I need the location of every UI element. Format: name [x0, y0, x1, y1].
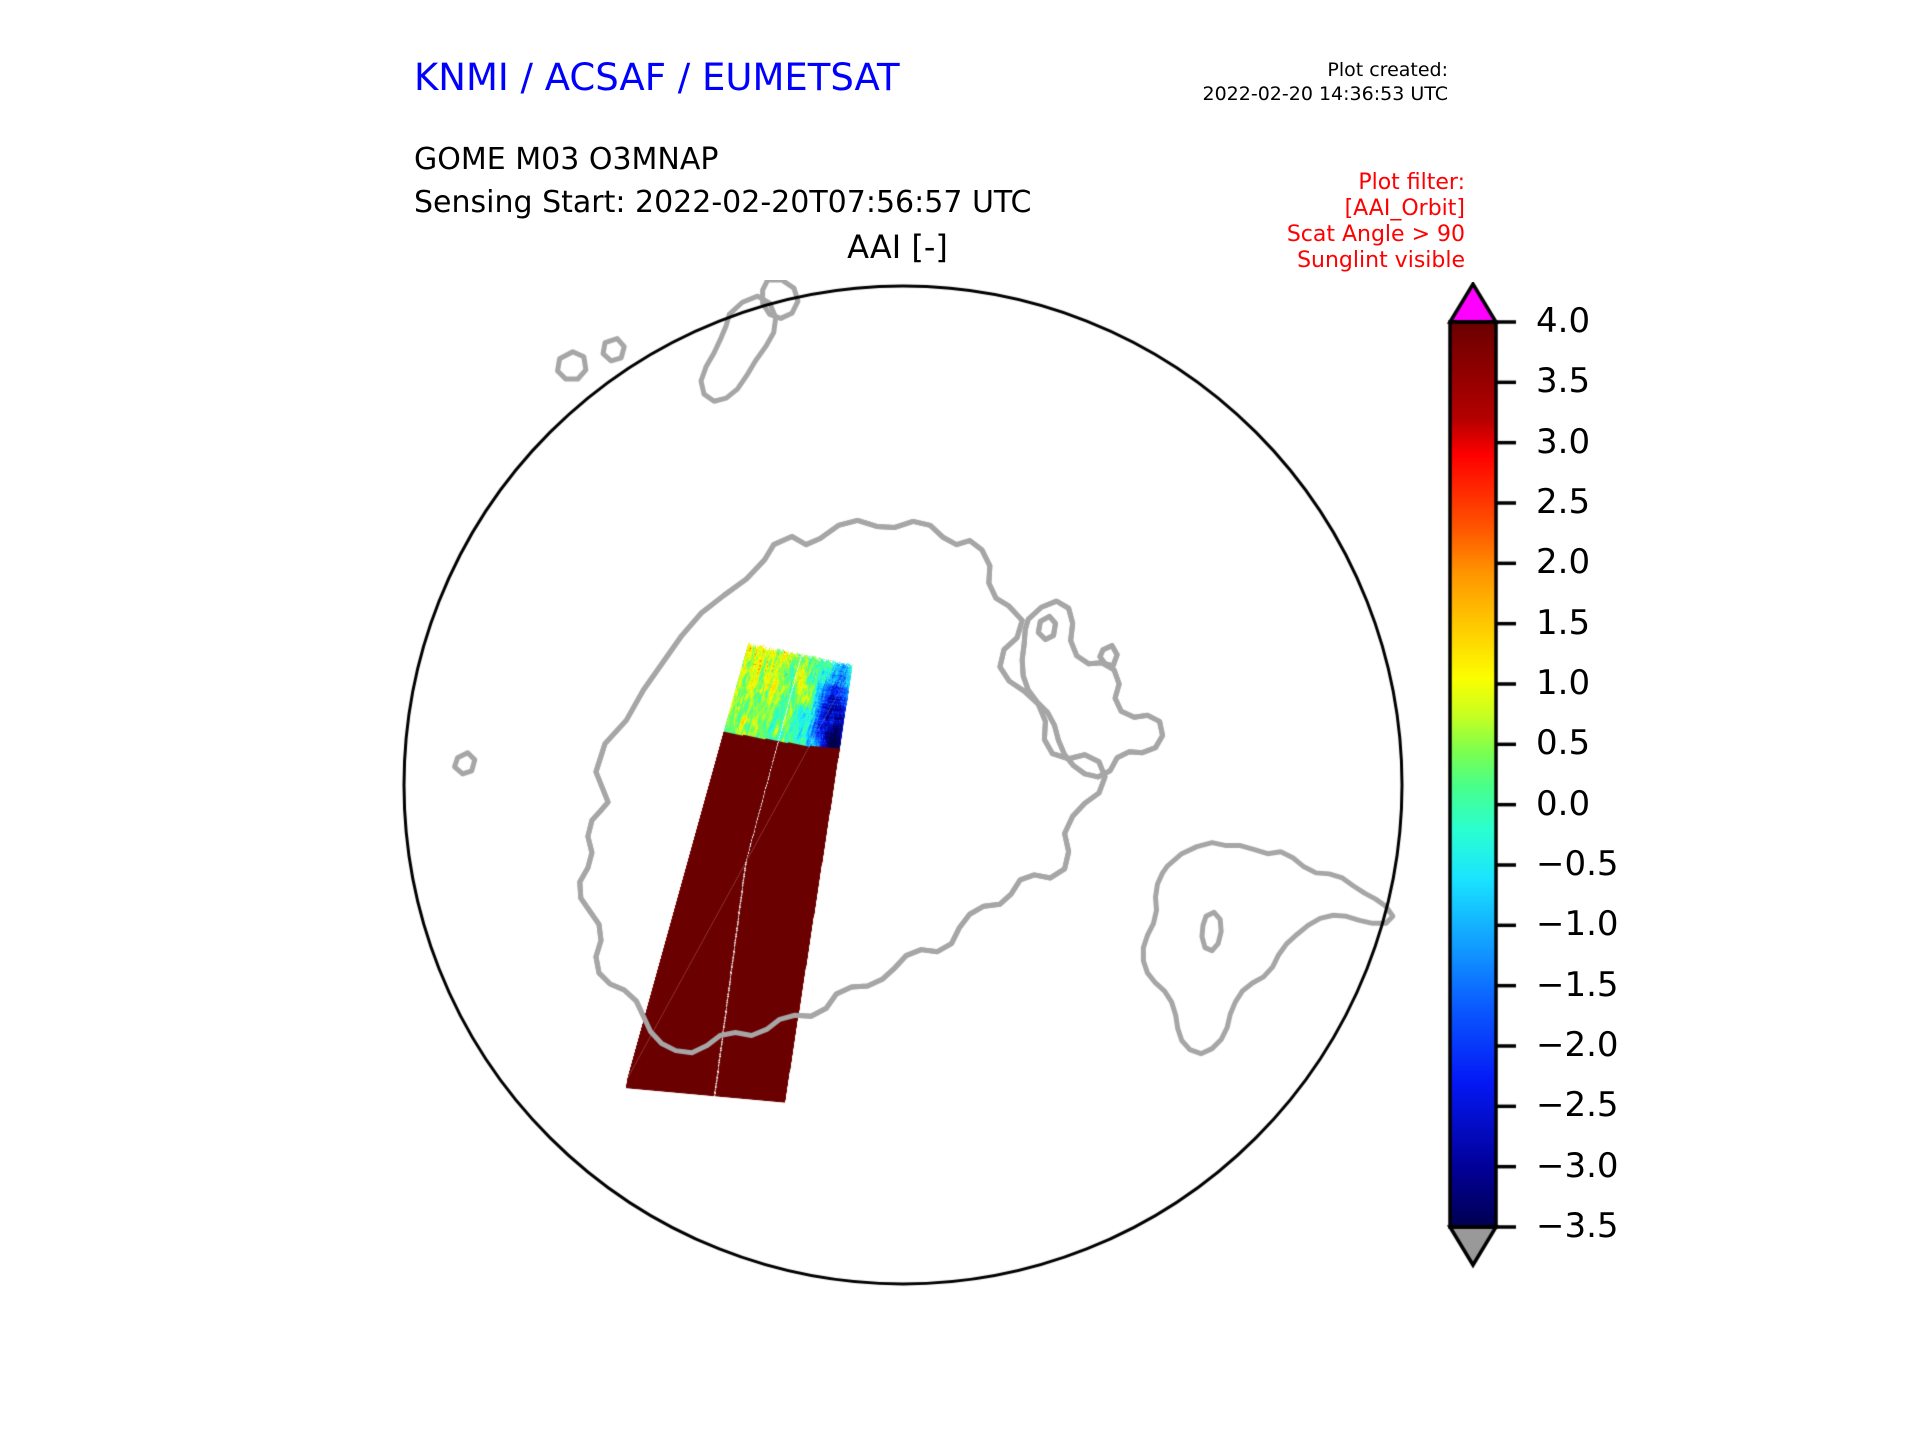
colorbar-tick-labels: 4.0 3.5 3.0 2.5 2.0 1.5 1.0 0.5 0.0 −0.5 −1.0 −1.5 −…: [1536, 282, 1786, 1302]
colorbar-gradient: [1440, 282, 1560, 1302]
polar-map-canvas: [398, 280, 1408, 1290]
colorbar-tick-label: −2.5: [1536, 1085, 1619, 1126]
colorbar-tick-label: 0.5: [1536, 723, 1591, 764]
colorbar-panel: 4.0 3.5 3.0 2.5 2.0 1.5 1.0 0.5 0.0 −0.5 −1.0 −1.5 −…: [1440, 282, 1800, 1302]
colorbar-tick-label: −3.0: [1536, 1145, 1619, 1186]
colorbar-tick-label: 1.5: [1536, 602, 1591, 643]
map-panel: [398, 280, 1408, 1290]
colorbar-tick-label: −1.0: [1536, 904, 1619, 945]
colorbar-tick-label: 3.0: [1536, 421, 1591, 462]
main-title-block: GOME M03 O3MNAP Sensing Start: 2022-02-2…: [414, 138, 1031, 224]
sensing-start-title: Sensing Start: 2022-02-20T07:56:57 UTC: [414, 185, 1032, 220]
colorbar-tick-label: 2.0: [1536, 542, 1591, 583]
plot-filter-line-1: [AAI_Orbit]: [1344, 196, 1465, 221]
plot-filter-line-0: Plot filter:: [1358, 170, 1465, 195]
colorbar-tick-label: −3.5: [1536, 1206, 1619, 1246]
organisation-title: KNMI / ACSAF / EUMETSAT: [414, 56, 900, 99]
plot-filter-line-2: Scat Angle > 90: [1286, 222, 1465, 247]
colorbar-tick-label: 1.0: [1536, 663, 1591, 703]
plot-filter-block: Plot filter: [AAI_Orbit] Scat Angle > 90…: [1287, 170, 1465, 274]
instrument-title: GOME M03 O3MNAP: [414, 142, 719, 177]
colorbar-tick-label: 2.5: [1536, 482, 1591, 522]
colorbar-tick-label: −1.5: [1536, 964, 1619, 1005]
colorbar-tick-label: 4.0: [1536, 301, 1591, 341]
plot-created-block: Plot created: 2022-02-20 14:36:53 UTC: [1203, 58, 1449, 106]
plot-subtitle: AAI [-]: [847, 228, 948, 266]
colorbar-tick-label: 0.0: [1536, 783, 1591, 824]
colorbar-tick-label: −2.0: [1536, 1025, 1619, 1065]
plot-filter-line-3: Sunglint visible: [1297, 248, 1465, 273]
colorbar-tick-label: −0.5: [1536, 844, 1619, 884]
plot-created-timestamp: 2022-02-20 14:36:53 UTC: [1202, 83, 1449, 105]
colorbar-tick-label: 3.5: [1536, 361, 1591, 402]
plot-created-label: Plot created:: [1327, 59, 1448, 81]
